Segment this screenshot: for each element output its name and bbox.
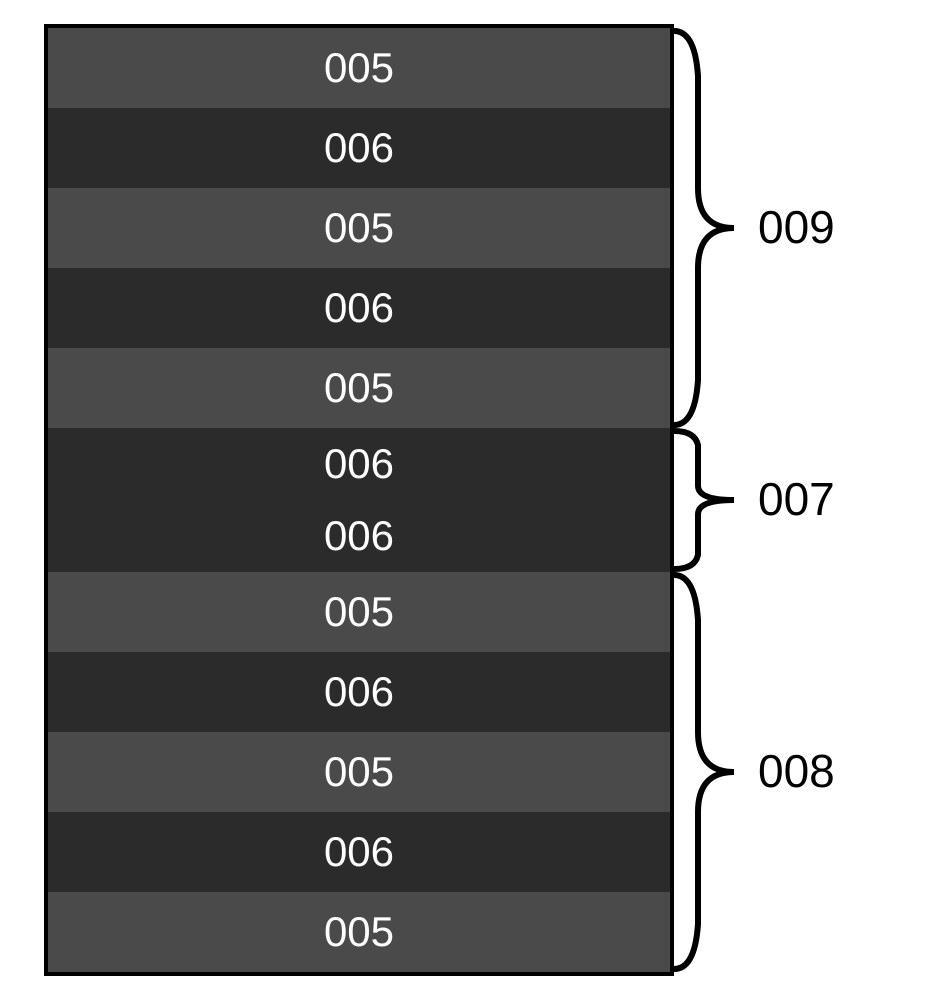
layer: 005 <box>48 572 670 652</box>
layer: 006 <box>48 500 670 572</box>
layer: 006 <box>48 812 670 892</box>
layer-group-008: 005006005006005 <box>48 572 670 972</box>
layer: 005 <box>48 892 670 972</box>
bracket-label: 007 <box>758 472 835 526</box>
layer-stack-diagram: 005006005006005006006005006005006005 009… <box>44 24 924 976</box>
layer-group-007: 006006 <box>48 428 670 572</box>
layer: 005 <box>48 188 670 268</box>
bracket-label: 008 <box>758 744 835 798</box>
layer: 006 <box>48 268 670 348</box>
bracket-008: 008 <box>674 572 734 972</box>
brace-icon <box>674 572 734 972</box>
layer-stack: 005006005006005006006005006005006005 <box>44 24 674 976</box>
layer: 006 <box>48 428 670 500</box>
brace-icon <box>674 428 734 572</box>
layer-group-009: 005006005006005 <box>48 28 670 428</box>
bracket-007: 007 <box>674 428 734 572</box>
layer: 005 <box>48 348 670 428</box>
brace-icon <box>674 28 734 428</box>
layer: 005 <box>48 28 670 108</box>
layer: 006 <box>48 652 670 732</box>
layer: 006 <box>48 108 670 188</box>
bracket-annotations: 009007008 <box>674 24 924 976</box>
layer: 005 <box>48 732 670 812</box>
bracket-009: 009 <box>674 28 734 428</box>
bracket-label: 009 <box>758 200 835 254</box>
